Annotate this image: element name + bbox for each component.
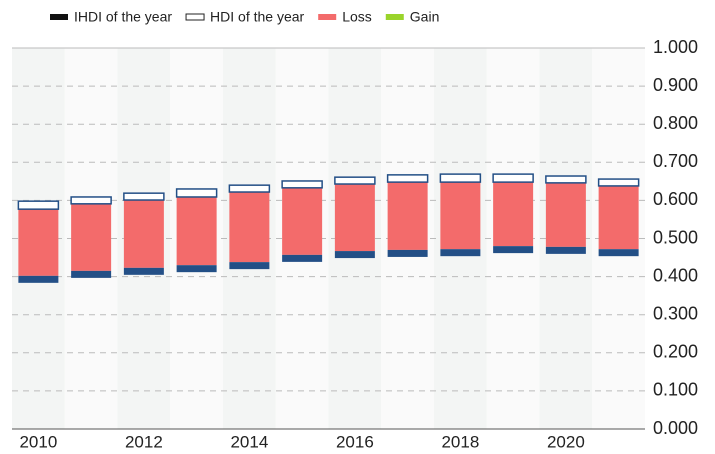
y-tick-label: 0.300 <box>653 303 698 323</box>
ihdi-marker <box>387 249 428 257</box>
y-tick-label: 0.200 <box>653 342 698 362</box>
legend-swatch <box>50 14 68 20</box>
y-tick-label: 0.600 <box>653 189 698 209</box>
loss-bar <box>282 187 323 255</box>
loss-bar <box>493 182 534 247</box>
hdi-box <box>228 184 271 193</box>
loss-bar <box>176 196 217 266</box>
x-tick-label: 2012 <box>125 432 163 451</box>
y-tick-label: 0.400 <box>653 265 698 285</box>
y-tick-label: 0.700 <box>653 151 698 171</box>
legend-label: HDI of the year <box>210 9 304 25</box>
ihdi-marker <box>229 262 270 270</box>
loss-bar <box>18 209 59 276</box>
loss-bar <box>440 182 481 250</box>
x-tick-label: 2018 <box>441 432 479 451</box>
hdi-box <box>281 180 323 189</box>
ihdi-marker <box>440 249 481 257</box>
y-tick-label: 0.100 <box>653 380 698 400</box>
y-tick-label: 1.000 <box>653 37 698 57</box>
x-tick-label: 2020 <box>547 432 585 451</box>
loss-bar <box>545 182 586 247</box>
ihdi-marker <box>176 265 217 273</box>
y-tick-label: 0.900 <box>653 75 698 95</box>
legend-label: Gain <box>410 9 440 25</box>
hdi-box <box>17 200 60 210</box>
ihdi-marker <box>71 270 112 278</box>
y-tick-label: 0.000 <box>653 418 698 438</box>
loss-bar <box>229 192 270 263</box>
loss-bar <box>334 184 375 252</box>
legend-swatch <box>385 14 404 20</box>
hdi-box <box>70 196 112 205</box>
hdi-box <box>334 176 376 185</box>
hdi-box <box>492 173 534 183</box>
x-tick-label: 2010 <box>19 432 57 451</box>
legend-swatch <box>185 13 205 21</box>
x-tick-label: 2016 <box>336 432 374 451</box>
ihdi-marker <box>334 251 375 259</box>
legend-swatch <box>318 14 337 20</box>
ihdi-marker <box>282 254 323 262</box>
ihdi-marker <box>123 267 164 275</box>
hdi-box <box>545 175 587 184</box>
loss-bar <box>387 182 428 250</box>
hdi-box <box>123 192 165 201</box>
y-tick-label: 0.500 <box>653 227 698 247</box>
loss-bar <box>71 203 112 271</box>
y-tick-label: 0.800 <box>653 113 698 133</box>
legend-label: Loss <box>342 9 372 25</box>
ihdi-marker <box>493 246 534 254</box>
loss-bar <box>123 200 164 268</box>
x-tick-label: 2014 <box>230 432 268 451</box>
hdi-box <box>386 174 429 183</box>
hdi-box <box>597 178 640 187</box>
ihdi-marker <box>18 275 59 283</box>
ihdi-marker <box>598 249 639 257</box>
hdi-box <box>439 173 482 183</box>
ihdi-marker <box>545 246 586 254</box>
hdi-box <box>175 188 218 198</box>
legend-label: IHDI of the year <box>74 9 172 25</box>
loss-bar <box>598 185 639 250</box>
